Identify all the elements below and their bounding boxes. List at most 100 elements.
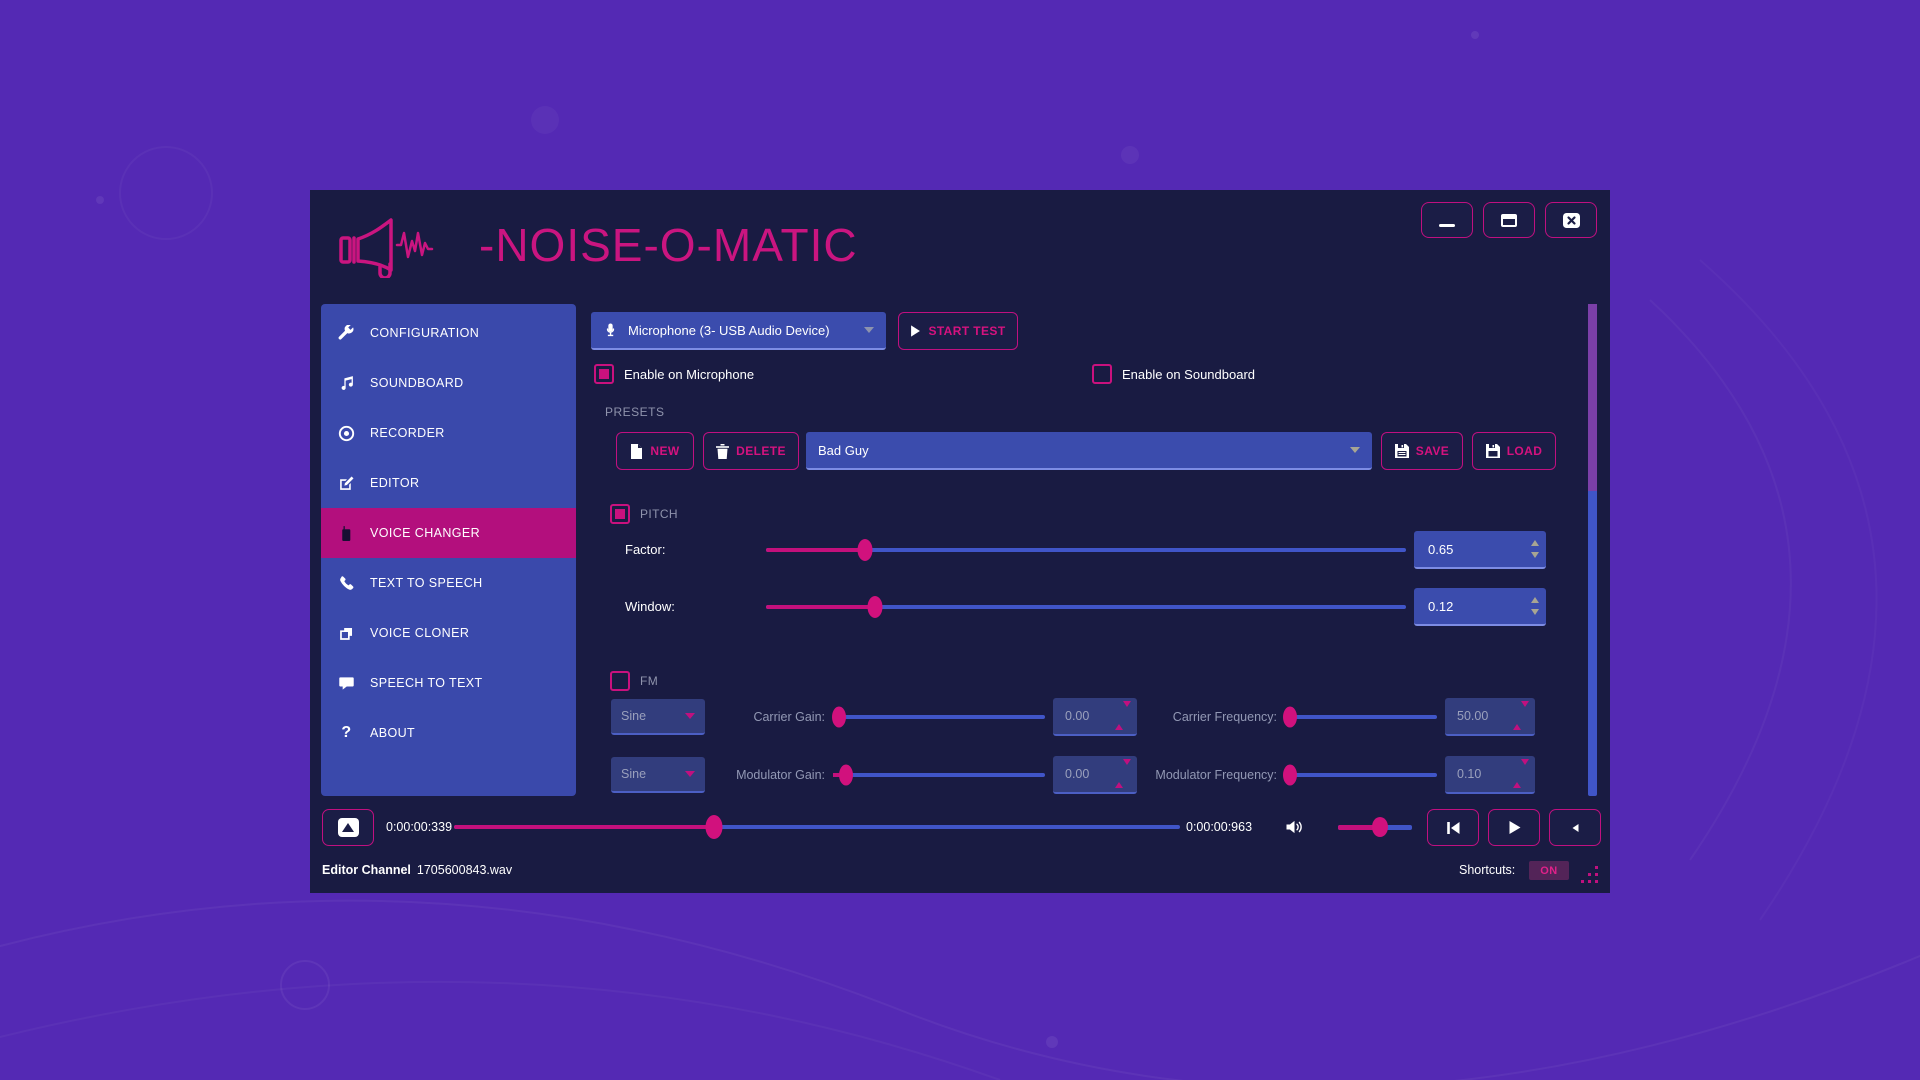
slider-track[interactable] (833, 715, 1045, 719)
modulator-frequency-value: 0.10 (1457, 767, 1482, 781)
carrier-frequency-spinbox[interactable]: 50.00 (1445, 698, 1535, 736)
editor-channel-status: Editor Channel 1705600843.wav (322, 863, 512, 877)
enable-on-soundboard-checkbox[interactable] (1092, 364, 1112, 384)
fm-modulator-row: Sine Modulator Gain: 0.00 Modulator Freq… (611, 756, 1535, 794)
pitch-window-slider[interactable] (766, 588, 1406, 626)
spin-up-icon[interactable] (1513, 765, 1521, 788)
sidebar-item-editor[interactable]: EDITOR (321, 458, 576, 508)
slider-track[interactable] (766, 605, 1406, 609)
spin-down-icon[interactable] (1521, 759, 1529, 782)
spin-down-icon[interactable] (1123, 701, 1131, 724)
spin-down-icon[interactable] (1123, 759, 1131, 782)
slider-thumb[interactable] (838, 764, 853, 786)
slider-track[interactable] (454, 825, 1180, 829)
spin-down-icon[interactable] (1521, 701, 1529, 724)
slider-thumb[interactable] (857, 539, 873, 561)
skip-to-start-button[interactable] (1427, 809, 1479, 846)
sidebar-item-recorder[interactable]: RECORDER (321, 408, 576, 458)
slider-track[interactable] (766, 548, 1406, 552)
pitch-factor-spinbox[interactable]: 0.65 (1414, 531, 1546, 569)
slider-thumb[interactable] (1372, 817, 1389, 837)
shortcuts-toggle[interactable]: ON (1529, 861, 1569, 880)
preset-select-dropdown[interactable]: Bad Guy (806, 432, 1372, 470)
preset-new-button[interactable]: NEW (616, 432, 694, 470)
playback-progress-slider[interactable] (454, 808, 1180, 846)
scrollbar-thumb[interactable] (1588, 304, 1597, 491)
channel-label: Editor Channel (322, 863, 411, 877)
copy-icon (337, 624, 356, 643)
shortcuts-label: Shortcuts: (1459, 863, 1516, 877)
fm-enable-checkbox[interactable] (610, 671, 630, 691)
sidebar-item-speech-to-text[interactable]: SPEECH TO TEXT (321, 658, 576, 708)
sidebar-item-label: SOUNDBOARD (370, 376, 464, 390)
eject-button[interactable] (322, 809, 374, 846)
preset-save-button[interactable]: SAVE (1381, 432, 1463, 470)
sidebar-item-label: ABOUT (370, 726, 416, 740)
enable-on-microphone-checkbox[interactable] (594, 364, 614, 384)
maximize-button[interactable] (1483, 202, 1535, 238)
content-scrollbar[interactable] (1588, 304, 1597, 796)
enable-on-microphone-label: Enable on Microphone (624, 366, 755, 382)
preset-load-button[interactable]: LOAD (1472, 432, 1556, 470)
slider-thumb[interactable] (1282, 706, 1297, 728)
sidebar-item-voice-cloner[interactable]: VOICE CLONER (321, 608, 576, 658)
spin-down-icon[interactable] (1531, 552, 1539, 558)
slider-thumb[interactable] (867, 596, 883, 618)
carrier-gain-spinbox[interactable]: 0.00 (1053, 698, 1137, 736)
sidebar-item-configuration[interactable]: CONFIGURATION (321, 308, 576, 358)
sidebar-item-soundboard[interactable]: SOUNDBOARD (321, 358, 576, 408)
spin-down-icon[interactable] (1531, 609, 1539, 615)
microphone-device-dropdown[interactable]: Microphone (3- USB Audio Device) (591, 312, 886, 350)
carrier-gain-label: Carrier Gain: (753, 710, 825, 724)
slider-track[interactable] (833, 773, 1045, 777)
spin-up-icon[interactable] (1115, 707, 1123, 730)
previous-frame-button[interactable] (1549, 809, 1601, 846)
spin-up-icon[interactable] (1513, 707, 1521, 730)
close-icon (1562, 212, 1580, 228)
pitch-enable-checkbox[interactable] (610, 504, 630, 524)
minimize-button[interactable] (1421, 202, 1473, 238)
carrier-frequency-slider[interactable] (1282, 698, 1437, 736)
sidebar-item-label: SPEECH TO TEXT (370, 676, 483, 690)
modulator-gain-slider[interactable] (833, 756, 1045, 794)
eject-icon (337, 818, 359, 837)
slider-thumb[interactable] (705, 815, 723, 839)
modulator-waveform-dropdown[interactable]: Sine (611, 757, 705, 793)
pitch-window-spinbox[interactable]: 0.12 (1414, 588, 1546, 626)
phone-icon (337, 574, 356, 593)
slider-thumb[interactable] (1282, 764, 1297, 786)
enable-on-microphone-row: Enable on Microphone (594, 364, 754, 384)
modulator-frequency-slider[interactable] (1282, 756, 1437, 794)
sidebar-item-text-to-speech[interactable]: TEXT TO SPEECH (321, 558, 576, 608)
play-icon (1509, 821, 1520, 834)
sidebar-item-about[interactable]: ? ABOUT (321, 708, 576, 758)
spin-up-icon[interactable] (1531, 540, 1539, 546)
sidebar-item-voice-changer[interactable]: VOICE CHANGER (321, 508, 576, 558)
carrier-gain-slider[interactable] (832, 698, 1045, 736)
slider-track[interactable] (1285, 715, 1437, 719)
slider-thumb[interactable] (832, 706, 847, 728)
pitch-factor-label: Factor: (625, 542, 666, 557)
pitch-factor-slider[interactable] (766, 531, 1406, 569)
play-button[interactable] (1488, 809, 1540, 846)
close-button[interactable] (1545, 202, 1597, 238)
app-logo: -NOISE-O-MATIC (335, 212, 858, 278)
preset-delete-button[interactable]: DELETE (703, 432, 799, 470)
resize-grip[interactable] (1581, 866, 1598, 883)
spin-up-icon[interactable] (1531, 597, 1539, 603)
time-current: 0:00:00:339 (386, 820, 453, 834)
modulator-frequency-spinbox[interactable]: 0.10 (1445, 756, 1535, 794)
modulator-gain-spinbox[interactable]: 0.00 (1053, 756, 1137, 794)
preset-delete-label: DELETE (736, 444, 786, 458)
skip-to-start-icon (1447, 821, 1460, 834)
carrier-waveform-dropdown[interactable]: Sine (611, 699, 705, 735)
slider-track[interactable] (1285, 773, 1437, 777)
spin-up-icon[interactable] (1115, 765, 1123, 788)
trash-icon (716, 443, 730, 459)
start-test-button[interactable]: START TEST (898, 312, 1018, 350)
spinner-arrows (1531, 597, 1539, 615)
enable-on-soundboard-row: Enable on Soundboard (1092, 364, 1255, 384)
speaker-icon[interactable] (1285, 818, 1304, 836)
volume-slider[interactable] (1338, 808, 1412, 846)
